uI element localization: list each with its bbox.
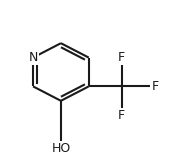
Text: N: N xyxy=(28,51,38,64)
Text: F: F xyxy=(151,80,158,93)
Text: HO: HO xyxy=(51,142,70,155)
Text: F: F xyxy=(118,51,125,64)
Text: F: F xyxy=(118,109,125,122)
